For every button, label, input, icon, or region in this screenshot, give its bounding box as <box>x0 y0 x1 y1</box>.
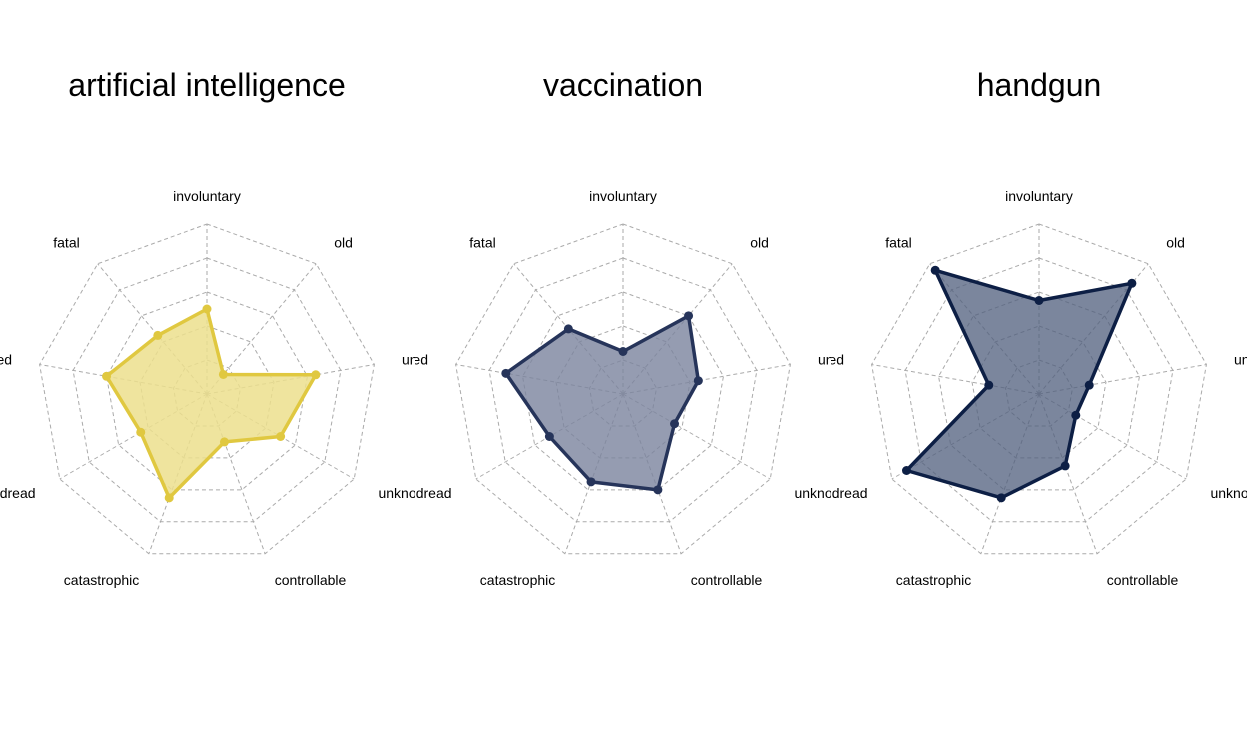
data-point <box>102 371 112 381</box>
data-point <box>1127 278 1137 288</box>
data-point <box>1084 380 1094 390</box>
data-point <box>219 437 229 447</box>
data-point <box>684 311 694 321</box>
axis-label: dread <box>416 485 452 501</box>
radar-panel-1: involuntary old unknown_personal unknown_sc… <box>379 67 936 588</box>
axis-label: unknown_sci <box>1210 485 1248 501</box>
data-point <box>670 419 680 429</box>
series-area <box>904 268 1134 500</box>
series-area <box>504 314 701 492</box>
data-point <box>563 324 573 334</box>
data-point <box>984 380 994 390</box>
data-point <box>1071 410 1081 420</box>
data-point <box>1034 296 1044 305</box>
axis-label: unknown_sci <box>794 485 875 501</box>
chart-title: handgun <box>977 67 1102 103</box>
axis-label: old <box>1166 234 1185 250</box>
data-point <box>1060 461 1070 471</box>
radar-panel-2: involuntary old unknown_personal unknown_sc… <box>795 67 1248 588</box>
axis-label: involuntary <box>1005 188 1073 204</box>
series-area <box>104 307 318 500</box>
axis-label: old <box>750 234 769 250</box>
axis-label: controllable <box>691 572 763 588</box>
data-point <box>153 330 163 340</box>
axis-label: unknown_personal <box>1234 352 1248 368</box>
axis-label: delayed <box>0 352 12 368</box>
axis-label: catastrophic <box>480 572 555 588</box>
data-point <box>544 432 554 441</box>
axis-label: fatal <box>469 234 495 250</box>
data-point <box>218 369 228 379</box>
data-point <box>501 368 511 378</box>
data-point <box>311 370 321 380</box>
axis-label: delayed <box>379 352 428 368</box>
axis-label: fatal <box>885 234 911 250</box>
radar-panel-0: involuntary old unknown_personal unknown_sc… <box>0 67 520 588</box>
axis-label: fatal <box>53 234 79 250</box>
axis-label: dread <box>832 485 868 501</box>
data-point <box>901 466 911 475</box>
axis-label: controllable <box>275 572 347 588</box>
chart-title: vaccination <box>543 67 703 103</box>
axis-label: unknown_sci <box>378 485 459 501</box>
axis-label: old <box>334 234 353 250</box>
data-point <box>930 265 940 275</box>
chart-title: artificial intelligence <box>68 67 345 103</box>
data-point <box>202 304 212 314</box>
data-point <box>164 493 174 503</box>
data-point <box>586 477 596 487</box>
axis-label: involuntary <box>173 188 241 204</box>
axis-label: delayed <box>795 352 844 368</box>
axis-label: involuntary <box>589 188 657 204</box>
axis-label: dread <box>0 485 36 501</box>
data-point <box>276 432 286 441</box>
axis-label: unknown_personal <box>402 352 520 368</box>
data-point <box>996 493 1006 503</box>
axis-label: catastrophic <box>896 572 971 588</box>
data-point <box>618 347 628 356</box>
axis-label: controllable <box>1107 572 1179 588</box>
data-point <box>693 376 703 386</box>
data-point <box>136 427 146 437</box>
data-point <box>653 485 663 495</box>
axis-label: unknown_personal <box>818 352 936 368</box>
axis-label: catastrophic <box>64 572 139 588</box>
